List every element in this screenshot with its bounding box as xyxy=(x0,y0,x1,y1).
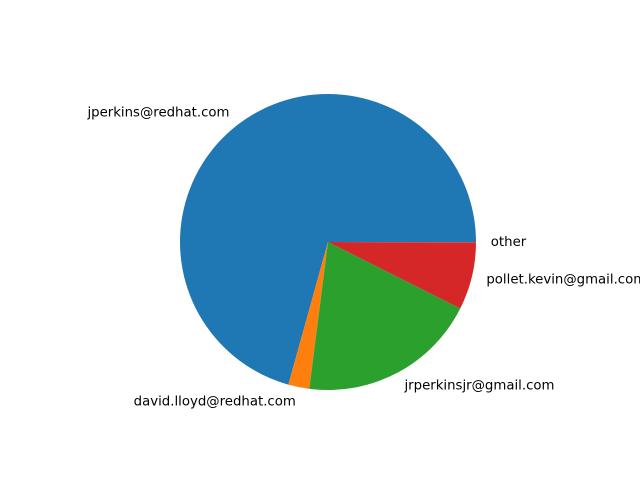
pie-slice-0 xyxy=(180,94,476,385)
pie-label-0: jperkins@redhat.com xyxy=(86,105,229,120)
pie-labels: jperkins@redhat.com david.lloyd@redhat.co… xyxy=(86,105,640,409)
pie-slice-2 xyxy=(309,242,461,391)
pie-slices xyxy=(180,94,477,391)
pie-label-2: jrperkinsjr@gmail.com xyxy=(403,379,554,394)
pie-label-4: other xyxy=(491,235,527,250)
pie-slice-3 xyxy=(328,242,476,309)
pie-slice-1 xyxy=(288,242,328,389)
pie-label-1: david.lloyd@redhat.com xyxy=(134,395,296,410)
pie-label-3: pollet.kevin@gmail.com xyxy=(486,273,640,288)
